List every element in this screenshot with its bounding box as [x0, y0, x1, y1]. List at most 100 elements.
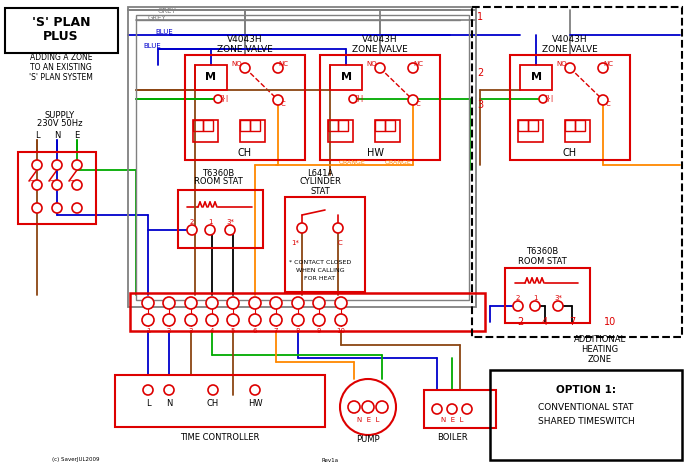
Bar	[130, 293, 485, 331]
Circle shape	[164, 385, 174, 395]
Circle shape	[408, 63, 418, 73]
Text: 10: 10	[604, 317, 616, 327]
Bar	[518, 120, 543, 142]
Circle shape	[240, 63, 250, 73]
Circle shape	[227, 314, 239, 326]
Text: NO: NO	[366, 61, 377, 67]
Bar	[195, 65, 227, 90]
Text: ROOM STAT: ROOM STAT	[194, 177, 242, 187]
Text: |}|: |}|	[219, 95, 228, 102]
Text: 1: 1	[477, 12, 483, 22]
Text: 230V 50Hz: 230V 50Hz	[37, 119, 83, 129]
Text: HEATING: HEATING	[582, 345, 618, 354]
Text: NC: NC	[603, 61, 613, 67]
Text: STAT: STAT	[310, 187, 330, 196]
Bar	[328, 120, 338, 131]
Text: BLUE: BLUE	[143, 43, 161, 49]
Text: SHARED TIMESWITCH: SHARED TIMESWITCH	[538, 417, 634, 425]
Circle shape	[270, 297, 282, 309]
Text: TIME CONTROLLER: TIME CONTROLLER	[180, 432, 259, 441]
Circle shape	[72, 160, 82, 170]
Circle shape	[598, 63, 608, 73]
Text: Rev1a: Rev1a	[322, 458, 339, 462]
Circle shape	[72, 203, 82, 213]
Text: OPTION 1:: OPTION 1:	[556, 385, 616, 395]
Text: L: L	[146, 400, 150, 409]
Bar	[472, 7, 682, 337]
Text: 'S' PLAN: 'S' PLAN	[32, 15, 90, 29]
Circle shape	[72, 180, 82, 190]
Text: WHEN CALLING: WHEN CALLING	[296, 269, 344, 273]
Text: V4043H: V4043H	[552, 36, 588, 44]
Circle shape	[32, 160, 42, 170]
Circle shape	[249, 297, 261, 309]
Text: T6360B: T6360B	[526, 248, 558, 256]
Circle shape	[185, 314, 197, 326]
Text: 'S' PLAN SYSTEM: 'S' PLAN SYSTEM	[29, 73, 93, 81]
Bar	[520, 65, 552, 90]
Circle shape	[142, 314, 154, 326]
Bar	[128, 7, 476, 307]
Circle shape	[292, 297, 304, 309]
Bar	[178, 190, 263, 248]
Text: C: C	[281, 101, 286, 107]
Bar	[328, 120, 353, 142]
Circle shape	[214, 95, 222, 103]
Text: ZONE VALVE: ZONE VALVE	[352, 45, 408, 54]
Text: V4043H: V4043H	[227, 36, 263, 44]
Bar	[136, 15, 469, 300]
Circle shape	[376, 401, 388, 413]
Text: 2: 2	[167, 328, 171, 334]
Text: 2: 2	[516, 295, 520, 301]
Text: PUMP: PUMP	[356, 436, 380, 445]
Bar	[528, 120, 538, 131]
Circle shape	[565, 63, 575, 73]
Circle shape	[340, 379, 396, 435]
Circle shape	[333, 223, 343, 233]
Circle shape	[227, 297, 239, 309]
Circle shape	[270, 314, 282, 326]
Circle shape	[163, 297, 175, 309]
Text: HW: HW	[248, 400, 262, 409]
Circle shape	[313, 314, 325, 326]
Bar	[375, 120, 400, 142]
Text: ZONE: ZONE	[588, 356, 612, 365]
Text: 10: 10	[337, 328, 346, 334]
Text: 8: 8	[296, 328, 300, 334]
Bar	[565, 120, 575, 131]
Text: M: M	[531, 72, 542, 82]
Text: * CONTACT CLOSED: * CONTACT CLOSED	[289, 261, 351, 265]
Text: |}|: |}|	[544, 95, 553, 102]
Circle shape	[408, 95, 418, 105]
Circle shape	[187, 225, 197, 235]
Text: 2: 2	[190, 219, 194, 225]
Bar	[240, 120, 250, 131]
Bar	[385, 120, 395, 131]
Bar	[240, 120, 265, 142]
Text: N  E  L: N E L	[357, 417, 380, 423]
Circle shape	[375, 63, 385, 73]
Bar	[330, 65, 362, 90]
Bar	[285, 197, 365, 292]
Bar	[5, 8, 118, 53]
Text: SUPPLY: SUPPLY	[45, 110, 75, 119]
Bar	[575, 120, 585, 131]
Text: 3*: 3*	[226, 219, 234, 225]
Text: 6: 6	[253, 328, 257, 334]
Text: V4043H: V4043H	[362, 36, 398, 44]
Bar	[424, 390, 496, 428]
Text: 7: 7	[274, 328, 278, 334]
Text: ROOM STAT: ROOM STAT	[518, 256, 566, 265]
Circle shape	[362, 401, 374, 413]
Text: M: M	[340, 72, 351, 82]
Circle shape	[208, 385, 218, 395]
Text: CH: CH	[207, 400, 219, 409]
Text: N  E  L: N E L	[441, 417, 463, 423]
Circle shape	[432, 404, 442, 414]
Text: BLUE: BLUE	[155, 29, 172, 35]
Text: GREY: GREY	[158, 8, 177, 14]
Bar	[505, 268, 590, 323]
Text: BOILER: BOILER	[437, 433, 467, 443]
Text: 4: 4	[210, 328, 214, 334]
Bar	[320, 55, 440, 160]
